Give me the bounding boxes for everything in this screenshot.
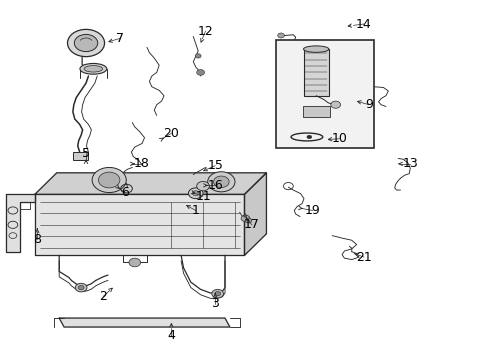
- Text: 17: 17: [244, 218, 259, 231]
- Circle shape: [75, 283, 87, 292]
- Polygon shape: [5, 194, 35, 252]
- Circle shape: [211, 289, 223, 298]
- Circle shape: [306, 135, 311, 139]
- Text: 9: 9: [364, 98, 372, 111]
- Circle shape: [129, 258, 141, 267]
- Ellipse shape: [80, 63, 106, 74]
- Circle shape: [196, 181, 209, 191]
- Circle shape: [277, 33, 284, 38]
- Circle shape: [241, 215, 249, 222]
- Ellipse shape: [84, 66, 102, 72]
- Circle shape: [244, 218, 251, 223]
- Text: 6: 6: [121, 186, 129, 199]
- Polygon shape: [35, 194, 244, 255]
- Circle shape: [195, 54, 201, 58]
- Circle shape: [214, 292, 220, 296]
- Polygon shape: [244, 173, 266, 255]
- Circle shape: [188, 188, 203, 199]
- Circle shape: [330, 101, 340, 108]
- Text: 19: 19: [304, 204, 320, 217]
- Text: 14: 14: [355, 18, 371, 31]
- Circle shape: [196, 69, 204, 75]
- Text: 8: 8: [33, 233, 41, 246]
- Circle shape: [192, 191, 199, 196]
- Text: 11: 11: [195, 190, 210, 203]
- Text: 10: 10: [331, 132, 347, 145]
- Text: 3: 3: [211, 297, 219, 310]
- Text: 13: 13: [402, 157, 417, 170]
- Text: 2: 2: [99, 290, 107, 303]
- Circle shape: [92, 167, 126, 193]
- Polygon shape: [35, 173, 266, 194]
- Circle shape: [213, 176, 229, 188]
- Bar: [73, 152, 88, 160]
- Text: 20: 20: [163, 127, 179, 140]
- Text: 1: 1: [191, 204, 199, 217]
- Bar: [303, 49, 328, 96]
- Circle shape: [67, 30, 104, 57]
- Bar: [302, 106, 329, 117]
- Circle shape: [207, 172, 235, 192]
- Ellipse shape: [303, 46, 328, 52]
- Text: 12: 12: [197, 25, 213, 38]
- Circle shape: [74, 35, 98, 51]
- Bar: [276, 40, 373, 148]
- Text: 15: 15: [207, 159, 223, 172]
- Polygon shape: [59, 318, 229, 327]
- Text: 4: 4: [167, 329, 175, 342]
- Circle shape: [78, 285, 84, 290]
- Text: 21: 21: [355, 251, 371, 264]
- Text: 18: 18: [134, 157, 150, 170]
- Text: 16: 16: [207, 179, 223, 192]
- Circle shape: [98, 172, 120, 188]
- Text: 5: 5: [82, 147, 90, 159]
- Text: 7: 7: [116, 32, 124, 45]
